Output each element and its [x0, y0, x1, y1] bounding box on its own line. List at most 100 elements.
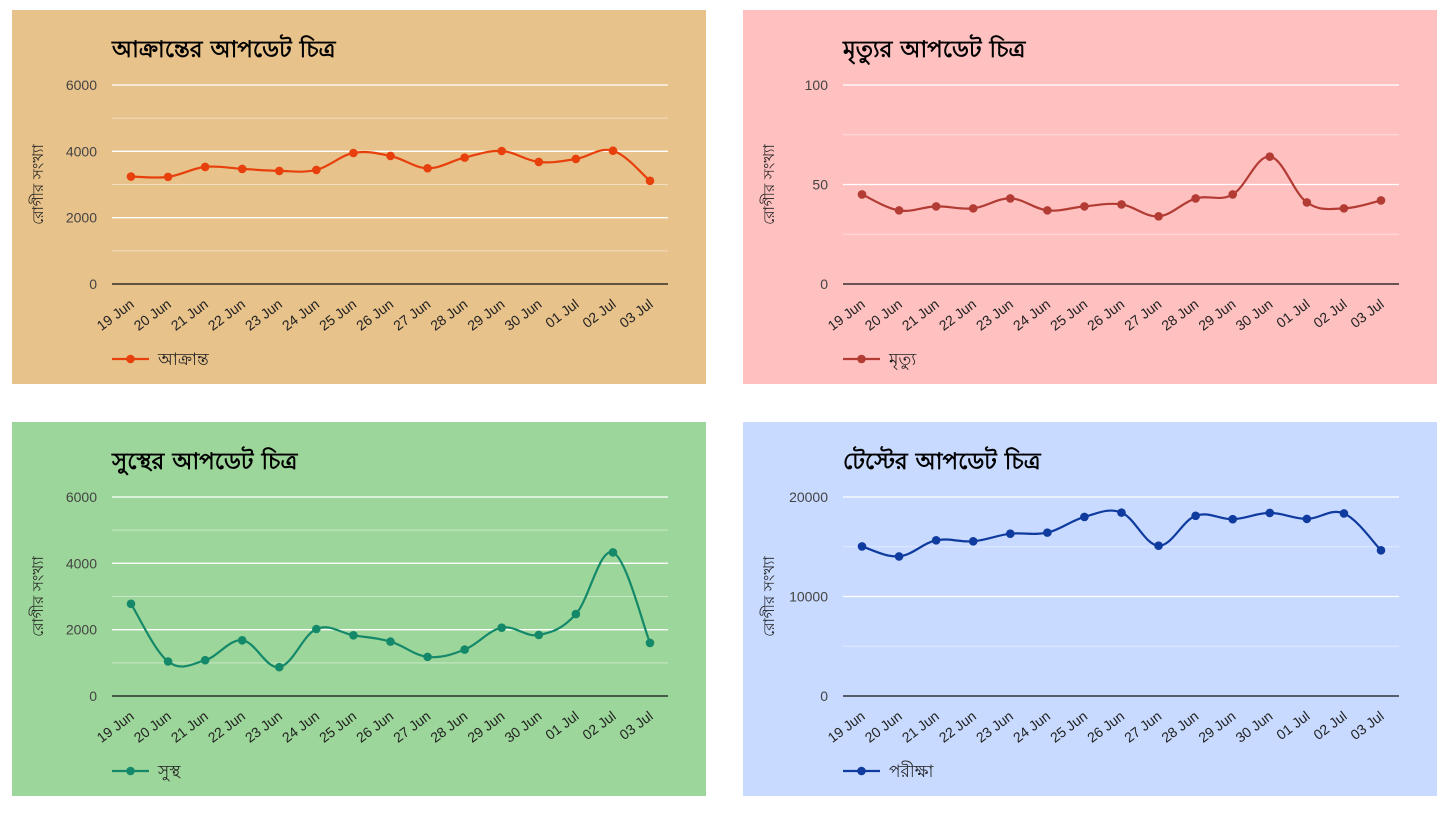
data-point [571, 609, 581, 619]
x-tick-label: 19 Jun [825, 708, 868, 746]
y-axis-label: রোগীর সংখ্যা [29, 555, 47, 636]
legend-marker [857, 354, 866, 364]
x-tick-label: 01 Jul [542, 708, 581, 743]
data-point [460, 153, 469, 162]
data-point [1191, 511, 1200, 521]
x-tick-label: 30 Jun [501, 708, 544, 746]
data-point [237, 164, 247, 174]
legend-marker [126, 766, 135, 776]
data-point [894, 552, 904, 561]
x-tick-label: 26 Jun [353, 708, 396, 746]
x-tick-label: 20 Jun [131, 708, 174, 746]
x-tick-label: 30 Jun [1232, 296, 1275, 334]
y-tick-label: 0 [89, 688, 97, 704]
x-tick-label: 27 Jun [390, 708, 433, 746]
data-point [386, 151, 395, 161]
x-tick-label: 22 Jun [936, 296, 979, 334]
data-point [1117, 200, 1126, 209]
infected-chart-panel: আক্রান্তের আপডেট চিত্র 0 2000 4000 6000 রোগীর… [12, 10, 706, 384]
deaths-chart: মৃত্যুর আপডেট চিত্র 0 50 100 রোগীর সংখ্যা 19 … [760, 34, 1399, 370]
y-tick-label: 4000 [66, 555, 97, 571]
data-point [126, 172, 136, 181]
data-point [1302, 514, 1312, 524]
tests-chart-panel: টেস্টের আপডেট চিত্র 0 10000 20000 রোগীর সংখ্… [743, 422, 1437, 796]
x-tick-label: 28 Jun [427, 708, 470, 746]
x-tick-label: 01 Jul [542, 296, 581, 331]
data-point [163, 657, 173, 666]
y-tick-label: 6000 [66, 77, 97, 93]
x-tick-label: 21 Jun [168, 708, 211, 746]
x-tick-label: 03 Jul [616, 296, 655, 331]
y-tick-label: 2000 [66, 210, 97, 226]
x-tick-label: 27 Jun [1121, 708, 1164, 746]
data-point [497, 623, 507, 632]
x-tick-label: 27 Jun [1121, 296, 1164, 334]
data-point [857, 542, 867, 551]
x-tick-label: 22 Jun [936, 708, 979, 746]
x-tick-label: 25 Jun [1047, 708, 1090, 746]
data-point [1154, 541, 1163, 550]
y-tick-label: 50 [812, 177, 828, 193]
legend-label: মৃত্যু [888, 350, 917, 370]
x-tick-label: 30 Jun [501, 296, 544, 334]
legend-marker [857, 766, 866, 776]
data-point [1302, 198, 1312, 207]
x-tick-label: 20 Jun [862, 296, 905, 334]
x-tick-label: 29 Jun [1195, 296, 1238, 334]
x-tick-label: 03 Jul [1347, 708, 1386, 743]
x-tick-label: 26 Jun [1084, 296, 1127, 334]
data-point [274, 662, 284, 672]
data-point [423, 652, 432, 662]
x-tick-label: 28 Jun [1158, 708, 1201, 746]
x-tick-label: 20 Jun [131, 296, 174, 334]
x-tick-label: 24 Jun [1010, 296, 1053, 334]
y-tick-label: 100 [805, 77, 829, 93]
recovered-chart-panel: সুস্থের আপডেট চিত্র 0 2000 4000 6000 রোগীর সং… [12, 422, 706, 796]
recovered-chart: সুস্থের আপডেট চিত্র 0 2000 4000 6000 রোগীর সং… [29, 446, 668, 782]
legend-marker [126, 354, 135, 364]
data-point [1154, 212, 1163, 221]
x-tick-label: 29 Jun [1195, 708, 1238, 746]
x-tick-label: 19 Jun [94, 708, 137, 746]
series-line [130, 551, 652, 669]
x-tick-label: 21 Jun [168, 296, 211, 334]
y-axis-label: রোগীর সংখ্যা [29, 143, 47, 224]
deaths-chart-panel: মৃত্যুর আপডেট চিত্র 0 50 100 রোগীর সংখ্যা 19 … [743, 10, 1437, 384]
data-point [1228, 190, 1238, 199]
data-point [312, 165, 321, 175]
data-point [1005, 529, 1015, 539]
chart-title: মৃত্যুর আপডেট চিত্র [842, 34, 1026, 65]
legend-label: পরীক্ষা [889, 761, 935, 782]
data-point [968, 204, 978, 213]
y-axis-label: রোগীর সংখ্যা [760, 143, 778, 224]
data-point [312, 624, 321, 634]
y-tick-label: 0 [820, 276, 828, 292]
x-tick-label: 02 Jul [579, 296, 618, 331]
data-point [1191, 194, 1200, 203]
y-tick-label: 4000 [66, 143, 97, 159]
data-point [931, 535, 941, 545]
x-tick-label: 27 Jun [390, 296, 433, 334]
data-point [645, 176, 655, 186]
x-tick-label: 29 Jun [464, 708, 507, 746]
x-tick-label: 24 Jun [1010, 708, 1053, 746]
data-point [274, 166, 284, 176]
x-tick-label: 23 Jun [242, 708, 285, 746]
x-tick-label: 21 Jun [899, 296, 942, 334]
x-tick-label: 28 Jun [427, 296, 470, 334]
data-point [608, 146, 618, 155]
tests-chart: টেস্টের আপডেট চিত্র 0 10000 20000 রোগীর সংখ্… [760, 446, 1399, 782]
y-tick-label: 20000 [789, 489, 828, 505]
data-point [608, 548, 618, 557]
chart-title: আক্রান্তের আপডেট চিত্র [111, 34, 337, 63]
x-tick-label: 21 Jun [899, 708, 942, 746]
data-point [163, 172, 173, 182]
data-point [1043, 528, 1052, 537]
x-tick-label: 01 Jul [1273, 708, 1312, 743]
chart-title: টেস্টের আপডেট চিত্র [843, 446, 1042, 475]
y-tick-label: 0 [89, 276, 97, 292]
chart-title: সুস্থের আপডেট চিত্র [111, 446, 298, 476]
y-tick-label: 2000 [66, 622, 97, 638]
data-point [200, 655, 210, 665]
data-point [126, 599, 136, 609]
